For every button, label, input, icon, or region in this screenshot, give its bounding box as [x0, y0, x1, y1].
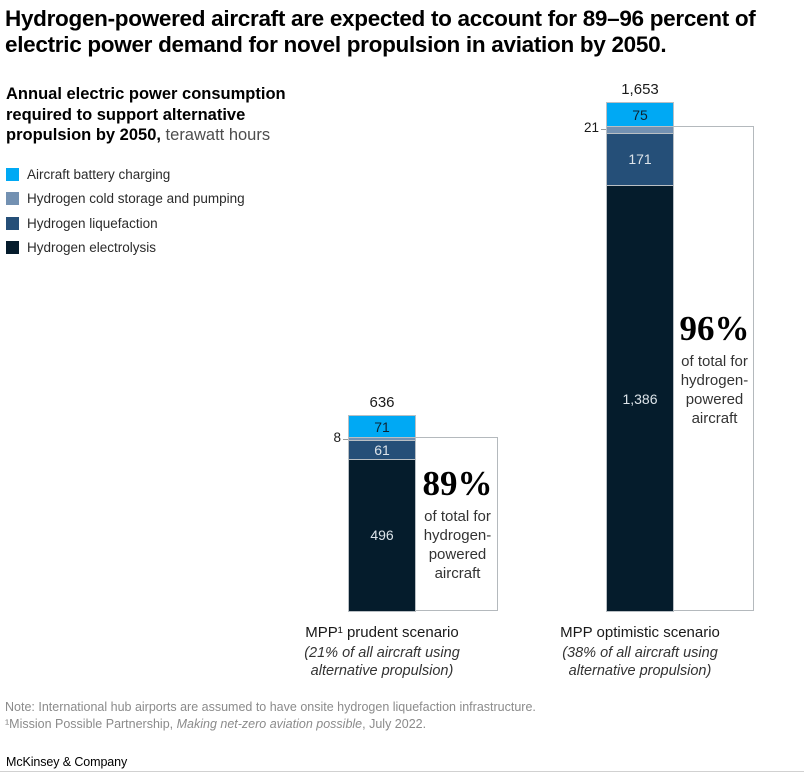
- chart-subtitle-bold: Annual electric power consumption requir…: [6, 85, 286, 144]
- segment-value: 71: [374, 418, 390, 435]
- scenario-sublabel: (21% of all aircraft using alternative p…: [304, 645, 460, 679]
- legend-label: Aircraft battery charging: [27, 166, 171, 182]
- callout: 89% of total for hydrogen- powered aircra…: [416, 438, 499, 610]
- callout-percent: 96%: [679, 308, 750, 348]
- legend-label: Hydrogen liquefaction: [27, 215, 158, 231]
- legend-item-electrolysis: Hydrogen electrolysis: [6, 236, 245, 261]
- callout: 96% of total for hydrogen- powered aircra…: [674, 127, 755, 610]
- segment-value-outside: 8: [333, 429, 341, 445]
- legend-item-cold-storage: Hydrogen cold storage and pumping: [6, 187, 245, 212]
- chart-subtitle-unit: terawatt hours: [160, 126, 271, 144]
- callout-percent: 89%: [422, 464, 493, 504]
- mckinsey-logo-text: McKinsey & Company: [6, 755, 128, 769]
- leader-dash: [601, 129, 607, 131]
- legend-swatch-liquefaction: [6, 216, 19, 230]
- segment-value: 496: [370, 527, 394, 544]
- scenario-label: MPP¹ prudent scenario (21% of all aircraf…: [267, 624, 497, 680]
- callout-caption: of total for hydrogen- powered aircraft: [680, 352, 749, 427]
- bar-total: 636: [369, 393, 395, 411]
- segment-value: 75: [632, 106, 648, 123]
- scenario-label: MPP optimistic scenario (38% of all aircr…: [525, 624, 755, 680]
- segment-hydrogen-cold-storage-and-pumping: [607, 126, 673, 133]
- legend-swatch-battery-charging: [6, 167, 19, 181]
- scenario-sublabel: (38% of all aircraft using alternative p…: [562, 645, 718, 679]
- footnote-source-pre: ¹Mission Possible Partnership,: [5, 717, 177, 731]
- page-title: Hydrogen-powered aircraft are expected t…: [5, 6, 756, 57]
- bar-total: 1,653: [621, 81, 659, 99]
- footnotes: Note: International hub airports are ass…: [5, 699, 795, 733]
- chart-subtitle: Annual electric power consumption requir…: [6, 84, 308, 146]
- legend-label: Hydrogen cold storage and pumping: [27, 191, 245, 207]
- legend: Aircraft battery charging Hydrogen cold …: [6, 162, 245, 260]
- segment-hydrogen-cold-storage-and-pumping: [349, 437, 415, 440]
- leader-dash: [343, 438, 349, 440]
- legend-label: Hydrogen electrolysis: [27, 240, 157, 256]
- footnote-source-post: , July 2022.: [362, 717, 427, 731]
- segment-aircraft-battery-charging: 71: [349, 415, 415, 438]
- segment-value: 1,386: [622, 390, 658, 407]
- segment-value-outside: 21: [583, 120, 599, 136]
- legend-swatch-electrolysis: [6, 241, 19, 255]
- segment-hydrogen-liquefaction: 61: [349, 439, 415, 459]
- footnote-source-title: Making net-zero aviation possible: [176, 717, 363, 731]
- callout-caption: of total for hydrogen- powered aircraft: [423, 508, 492, 583]
- segment-value: 171: [628, 151, 652, 168]
- segment-hydrogen-electrolysis: 496: [349, 458, 415, 611]
- segment-value: 61: [374, 441, 390, 458]
- legend-item-battery-charging: Aircraft battery charging: [6, 162, 245, 187]
- bottom-divider: [0, 771, 804, 772]
- scenario-name: MPP¹ prudent scenario: [305, 624, 459, 641]
- segment-hydrogen-liquefaction: 171: [607, 132, 673, 186]
- bar-mpp-optimistic-scenario: 75 171 1,386: [606, 102, 674, 612]
- segment-aircraft-battery-charging: 75: [607, 103, 673, 127]
- footnote-note: Note: International hub airports are ass…: [5, 700, 536, 714]
- legend-swatch-cold-storage: [6, 192, 19, 206]
- segment-hydrogen-electrolysis: 1,386: [607, 185, 673, 611]
- scenario-name: MPP optimistic scenario: [560, 624, 720, 641]
- bar-mpp-prudent-scenario: 71 61 496: [348, 414, 416, 612]
- legend-item-liquefaction: Hydrogen liquefaction: [6, 211, 245, 236]
